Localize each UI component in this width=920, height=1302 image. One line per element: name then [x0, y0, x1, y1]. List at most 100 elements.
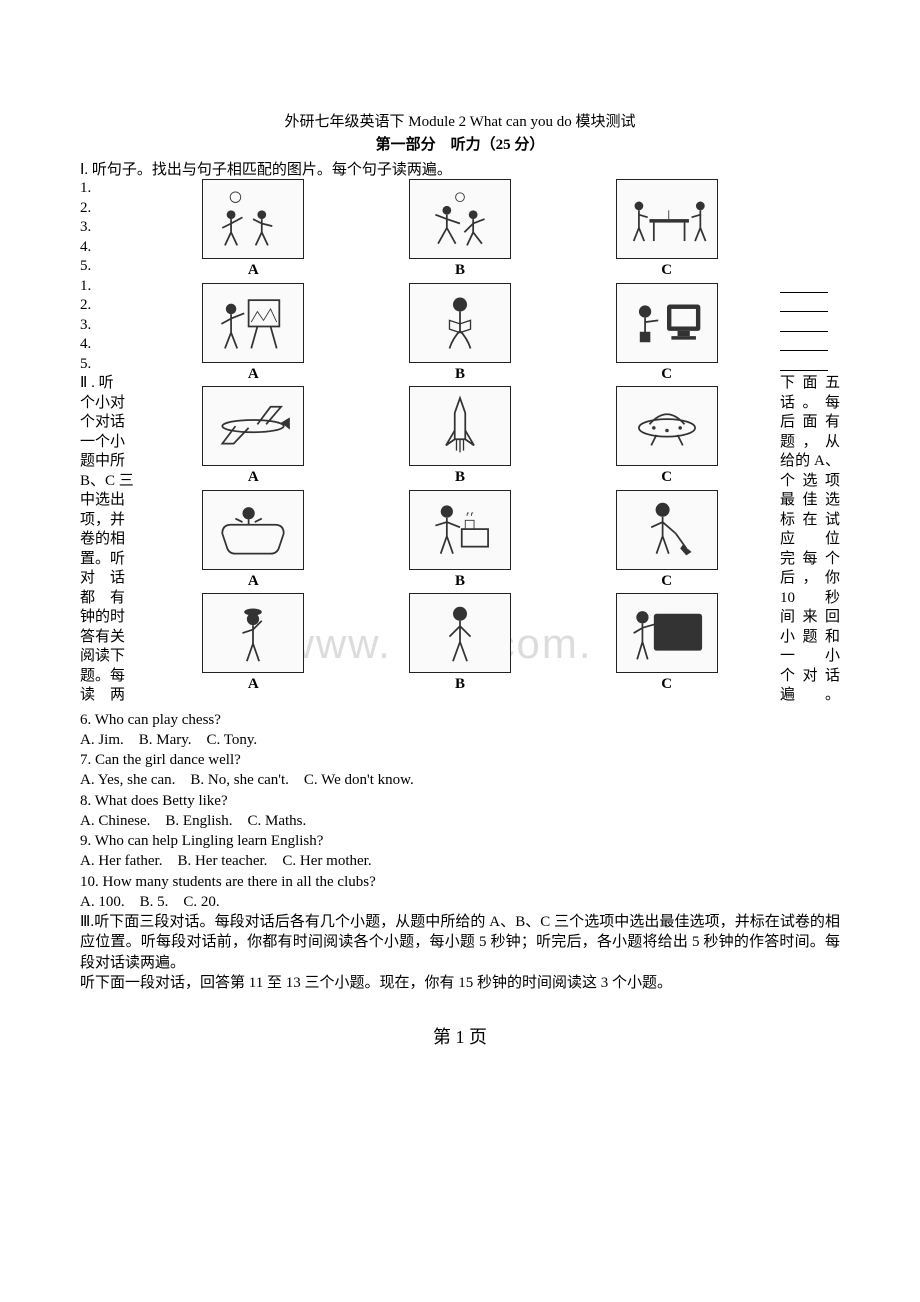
wrap-text: 一个小 [80, 433, 140, 453]
image-label: A [150, 365, 357, 385]
picture-basketball-icon [409, 179, 511, 259]
wrap-text: 后，你 [780, 569, 840, 589]
num: 2. [80, 296, 140, 316]
wrap-text: 完每个 [780, 550, 840, 570]
num: 2. [80, 199, 140, 219]
wrap-text: 题。每 [80, 667, 140, 687]
picture-airplane-icon [202, 386, 304, 466]
left-text-column: 1. 2. 3. 4. 5. 1. 2. 3. 4. 5. Ⅱ . 听 个小对 … [80, 179, 140, 706]
wrap-text: 都 有 [80, 589, 140, 609]
question: 6. Who can play chess? [80, 710, 840, 730]
wrap-text: 答有关 [80, 628, 140, 648]
num: 5. [80, 257, 140, 277]
right-text-column: 下面五 话。每 后面有 题，从 给的 A、 个选项 最佳选 标在试 应 位 完每… [780, 179, 840, 706]
image-label: A [150, 675, 357, 695]
wrap-text: 题，从 [780, 433, 840, 453]
question: 8. What does Betty like? [80, 791, 840, 811]
image-label: B [357, 365, 564, 385]
picture-ufo-icon [616, 386, 718, 466]
image-row: A B C [150, 283, 770, 385]
picture-standing-icon [409, 593, 511, 673]
num: 1. [80, 277, 140, 297]
question: 7. Can the girl dance well? [80, 750, 840, 770]
image-row: A B C [150, 179, 770, 281]
image-label: A [150, 572, 357, 592]
answer-blank[interactable] [780, 338, 828, 351]
wrap-text: B、C 三 [80, 472, 140, 492]
wrap-text: 小题和 [780, 628, 840, 648]
question: 10. How many students are there in all t… [80, 872, 840, 892]
wrap-text: 应 位 [780, 530, 840, 550]
doc-title: 外研七年级英语下 Module 2 What can you do 模块测试 [80, 110, 840, 131]
num: 4. [80, 238, 140, 258]
question: 9. Who can help Lingling learn English? [80, 831, 840, 851]
picture-football-icon [202, 179, 304, 259]
wrap-text: 后面有 [780, 413, 840, 433]
wrap-text: 项，并 [80, 511, 140, 531]
wrap-text: 个对话 [780, 667, 840, 687]
wrap-text: 中选出 [80, 491, 140, 511]
wrap-text: Ⅱ . 听 [80, 374, 140, 394]
wrap-text: 话。每 [780, 394, 840, 414]
picture-reading-icon [409, 283, 511, 363]
picture-bathing-icon [202, 490, 304, 570]
picture-salute-icon [202, 593, 304, 673]
image-label: A [150, 261, 357, 281]
wrap-text: 置。听 [80, 550, 140, 570]
picture-teaching-icon [616, 593, 718, 673]
questions-section2: 6. Who can play chess? A. Jim. B. Mary. … [80, 710, 840, 913]
wrap-text: 个对话 [80, 413, 140, 433]
wrap-text: 个小对 [80, 394, 140, 414]
image-label: C [563, 261, 770, 281]
image-label: B [357, 572, 564, 592]
wrap-text: 阅读下 [80, 647, 140, 667]
options: A. Chinese. B. English. C. Maths. [80, 811, 840, 831]
doc-subtitle: 第一部分 听力（25 分） [80, 133, 840, 154]
wrap-text: 10 秒 [780, 589, 840, 609]
wrap-text: 间来回 [780, 608, 840, 628]
section3-instruction: Ⅲ.听下面三段对话。每段对话后各有几个小题，从题中所给的 A、B、C 三个选项中… [80, 912, 840, 973]
picture-sweeping-icon [616, 490, 718, 570]
image-label: A [150, 468, 357, 488]
wrap-text: 给的 A、 [780, 452, 840, 472]
image-label: B [357, 468, 564, 488]
wrap-text: 个选项 [780, 472, 840, 492]
answer-blank[interactable] [780, 280, 828, 293]
picture-computer-icon [616, 283, 718, 363]
picture-rocket-icon [409, 386, 511, 466]
num: 4. [80, 335, 140, 355]
section3-sub: 听下面一段对话，回答第 11 至 13 三个小题。现在，你有 15 秒钟的时间阅… [80, 973, 840, 993]
answer-blank[interactable] [780, 358, 828, 371]
section1-instruction: Ⅰ. 听句子。找出与句子相匹配的图片。每个句子读两遍。 [80, 158, 840, 179]
image-label: C [563, 675, 770, 695]
image-label: C [563, 365, 770, 385]
image-row: A B C [150, 386, 770, 488]
options: A. Yes, she can. B. No, she can't. C. We… [80, 770, 840, 790]
wrap-text: 标在试 [780, 511, 840, 531]
wrap-text: 题中所 [80, 452, 140, 472]
image-label: B [357, 675, 564, 695]
answer-blank[interactable] [780, 319, 828, 332]
answer-blank[interactable] [780, 299, 828, 312]
options: A. Jim. B. Mary. C. Tony. [80, 730, 840, 750]
picture-cooking-icon [409, 490, 511, 570]
wrap-text: 遍。 [780, 686, 840, 706]
wrap-text: 钟的时 [80, 608, 140, 628]
wrap-text: 下面五 [780, 374, 840, 394]
image-grid: A B C [150, 179, 770, 695]
image-row: A B C [150, 593, 770, 695]
num: 5. [80, 355, 140, 375]
picture-painting-icon [202, 283, 304, 363]
options: A. 100. B. 5. C. 20. [80, 892, 840, 912]
options: A. Her father. B. Her teacher. C. Her mo… [80, 851, 840, 871]
num: 3. [80, 218, 140, 238]
wrap-text: 最佳选 [780, 491, 840, 511]
wrap-text: 读 两 [80, 686, 140, 706]
image-row: A B C [150, 490, 770, 592]
picture-tabletennis-icon [616, 179, 718, 259]
wrap-text: 一 小 [780, 647, 840, 667]
page-number: 第 1 页 [80, 1023, 840, 1049]
num: 1. [80, 179, 140, 199]
image-label: C [563, 572, 770, 592]
wrap-text: 卷的相 [80, 530, 140, 550]
